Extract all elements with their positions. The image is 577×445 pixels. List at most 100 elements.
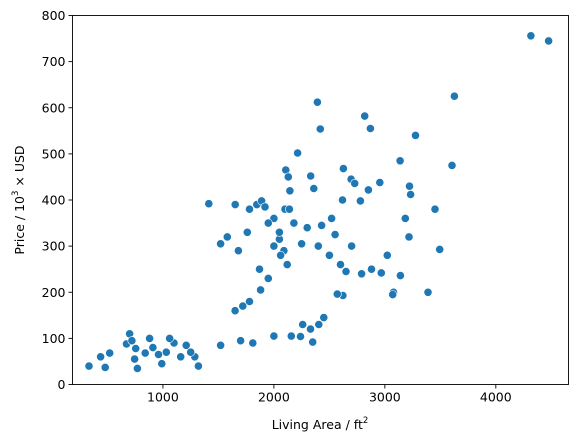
data-point (193, 361, 203, 371)
x-axis-label: Living Area / ft2 (272, 416, 369, 432)
data-point (317, 220, 326, 230)
data-point (204, 199, 214, 209)
data-point (400, 213, 410, 223)
data-point (256, 285, 265, 295)
data-point (406, 190, 415, 199)
data-point (302, 223, 312, 233)
data-point (449, 91, 459, 101)
y-axis-label: Price / 103 × USD (11, 145, 27, 254)
data-point (181, 340, 191, 350)
data-point (276, 250, 285, 260)
y-tick-label: 800 (42, 8, 66, 23)
data-point (312, 97, 322, 107)
data-point (84, 361, 94, 371)
data-point (284, 204, 294, 214)
data-point (375, 178, 385, 187)
data-point (248, 338, 258, 348)
data-point (105, 348, 115, 358)
data-point (435, 244, 445, 254)
y-tick-label: 0 (58, 377, 66, 392)
data-point (245, 204, 254, 214)
y-tick-label: 700 (42, 54, 66, 69)
data-point (306, 171, 316, 181)
data-point (263, 218, 273, 228)
data-point (298, 320, 308, 329)
data-point (330, 230, 340, 239)
data-point (269, 331, 279, 341)
y-tick-label: 500 (42, 146, 66, 161)
data-point (297, 239, 306, 249)
data-point (100, 362, 110, 372)
data-point (245, 297, 254, 306)
data-point (186, 347, 196, 357)
data-point (327, 213, 336, 223)
data-point (363, 185, 373, 195)
y-axis-ticks: 0 100 200 300 400 500 600 700 800 (42, 8, 73, 392)
data-point (165, 333, 174, 343)
data-point (260, 202, 270, 212)
data-point (148, 343, 158, 352)
data-point (269, 213, 279, 223)
data-point (238, 301, 248, 311)
data-point (230, 200, 240, 209)
data-point (347, 241, 356, 251)
data-point (395, 271, 405, 280)
data-point (430, 204, 440, 214)
x-tick-label: 3000 (369, 390, 401, 405)
data-point (230, 306, 240, 316)
data-point (96, 352, 105, 362)
x-tick-label: 1000 (147, 390, 179, 405)
data-point (154, 350, 163, 359)
data-point (338, 195, 347, 205)
data-point (388, 290, 398, 299)
data-point (405, 181, 414, 191)
data-point (216, 340, 225, 350)
data-point (293, 148, 302, 158)
data-point (308, 337, 318, 347)
data-point (296, 332, 305, 341)
points-layer (84, 31, 553, 373)
data-point (367, 264, 376, 274)
data-point (332, 289, 342, 299)
data-point (526, 31, 536, 41)
x-tick-label: 4000 (480, 390, 512, 405)
data-point (161, 347, 171, 357)
y-tick-label: 600 (42, 100, 66, 115)
data-point (255, 264, 264, 274)
data-point (423, 287, 433, 297)
data-point (140, 348, 150, 358)
data-point (338, 164, 348, 173)
data-point (263, 273, 273, 283)
data-point (145, 333, 154, 343)
data-point (350, 178, 360, 188)
data-point (216, 239, 225, 249)
data-point (315, 124, 325, 134)
data-point (157, 359, 167, 369)
data-point (131, 344, 141, 353)
data-point (306, 324, 315, 334)
data-point (324, 250, 334, 260)
data-point (319, 313, 329, 322)
data-point (341, 267, 351, 276)
x-axis-ticks: 1000 2000 3000 4000 (147, 384, 512, 405)
data-point (130, 354, 139, 364)
y-tick-label: 200 (42, 285, 66, 300)
data-point (274, 227, 284, 237)
data-point (309, 184, 319, 193)
data-point (382, 250, 392, 260)
data-point (289, 218, 299, 228)
data-point (222, 232, 232, 242)
data-point (336, 260, 345, 269)
data-point (314, 320, 324, 329)
data-point (313, 241, 323, 251)
data-point (447, 160, 457, 170)
data-point (132, 363, 142, 373)
y-tick-label: 300 (42, 239, 66, 254)
data-point (360, 111, 370, 121)
x-tick-label: 2000 (258, 390, 290, 405)
data-point (411, 130, 420, 140)
data-point (176, 352, 186, 362)
data-point (282, 260, 292, 269)
data-point (357, 269, 366, 279)
